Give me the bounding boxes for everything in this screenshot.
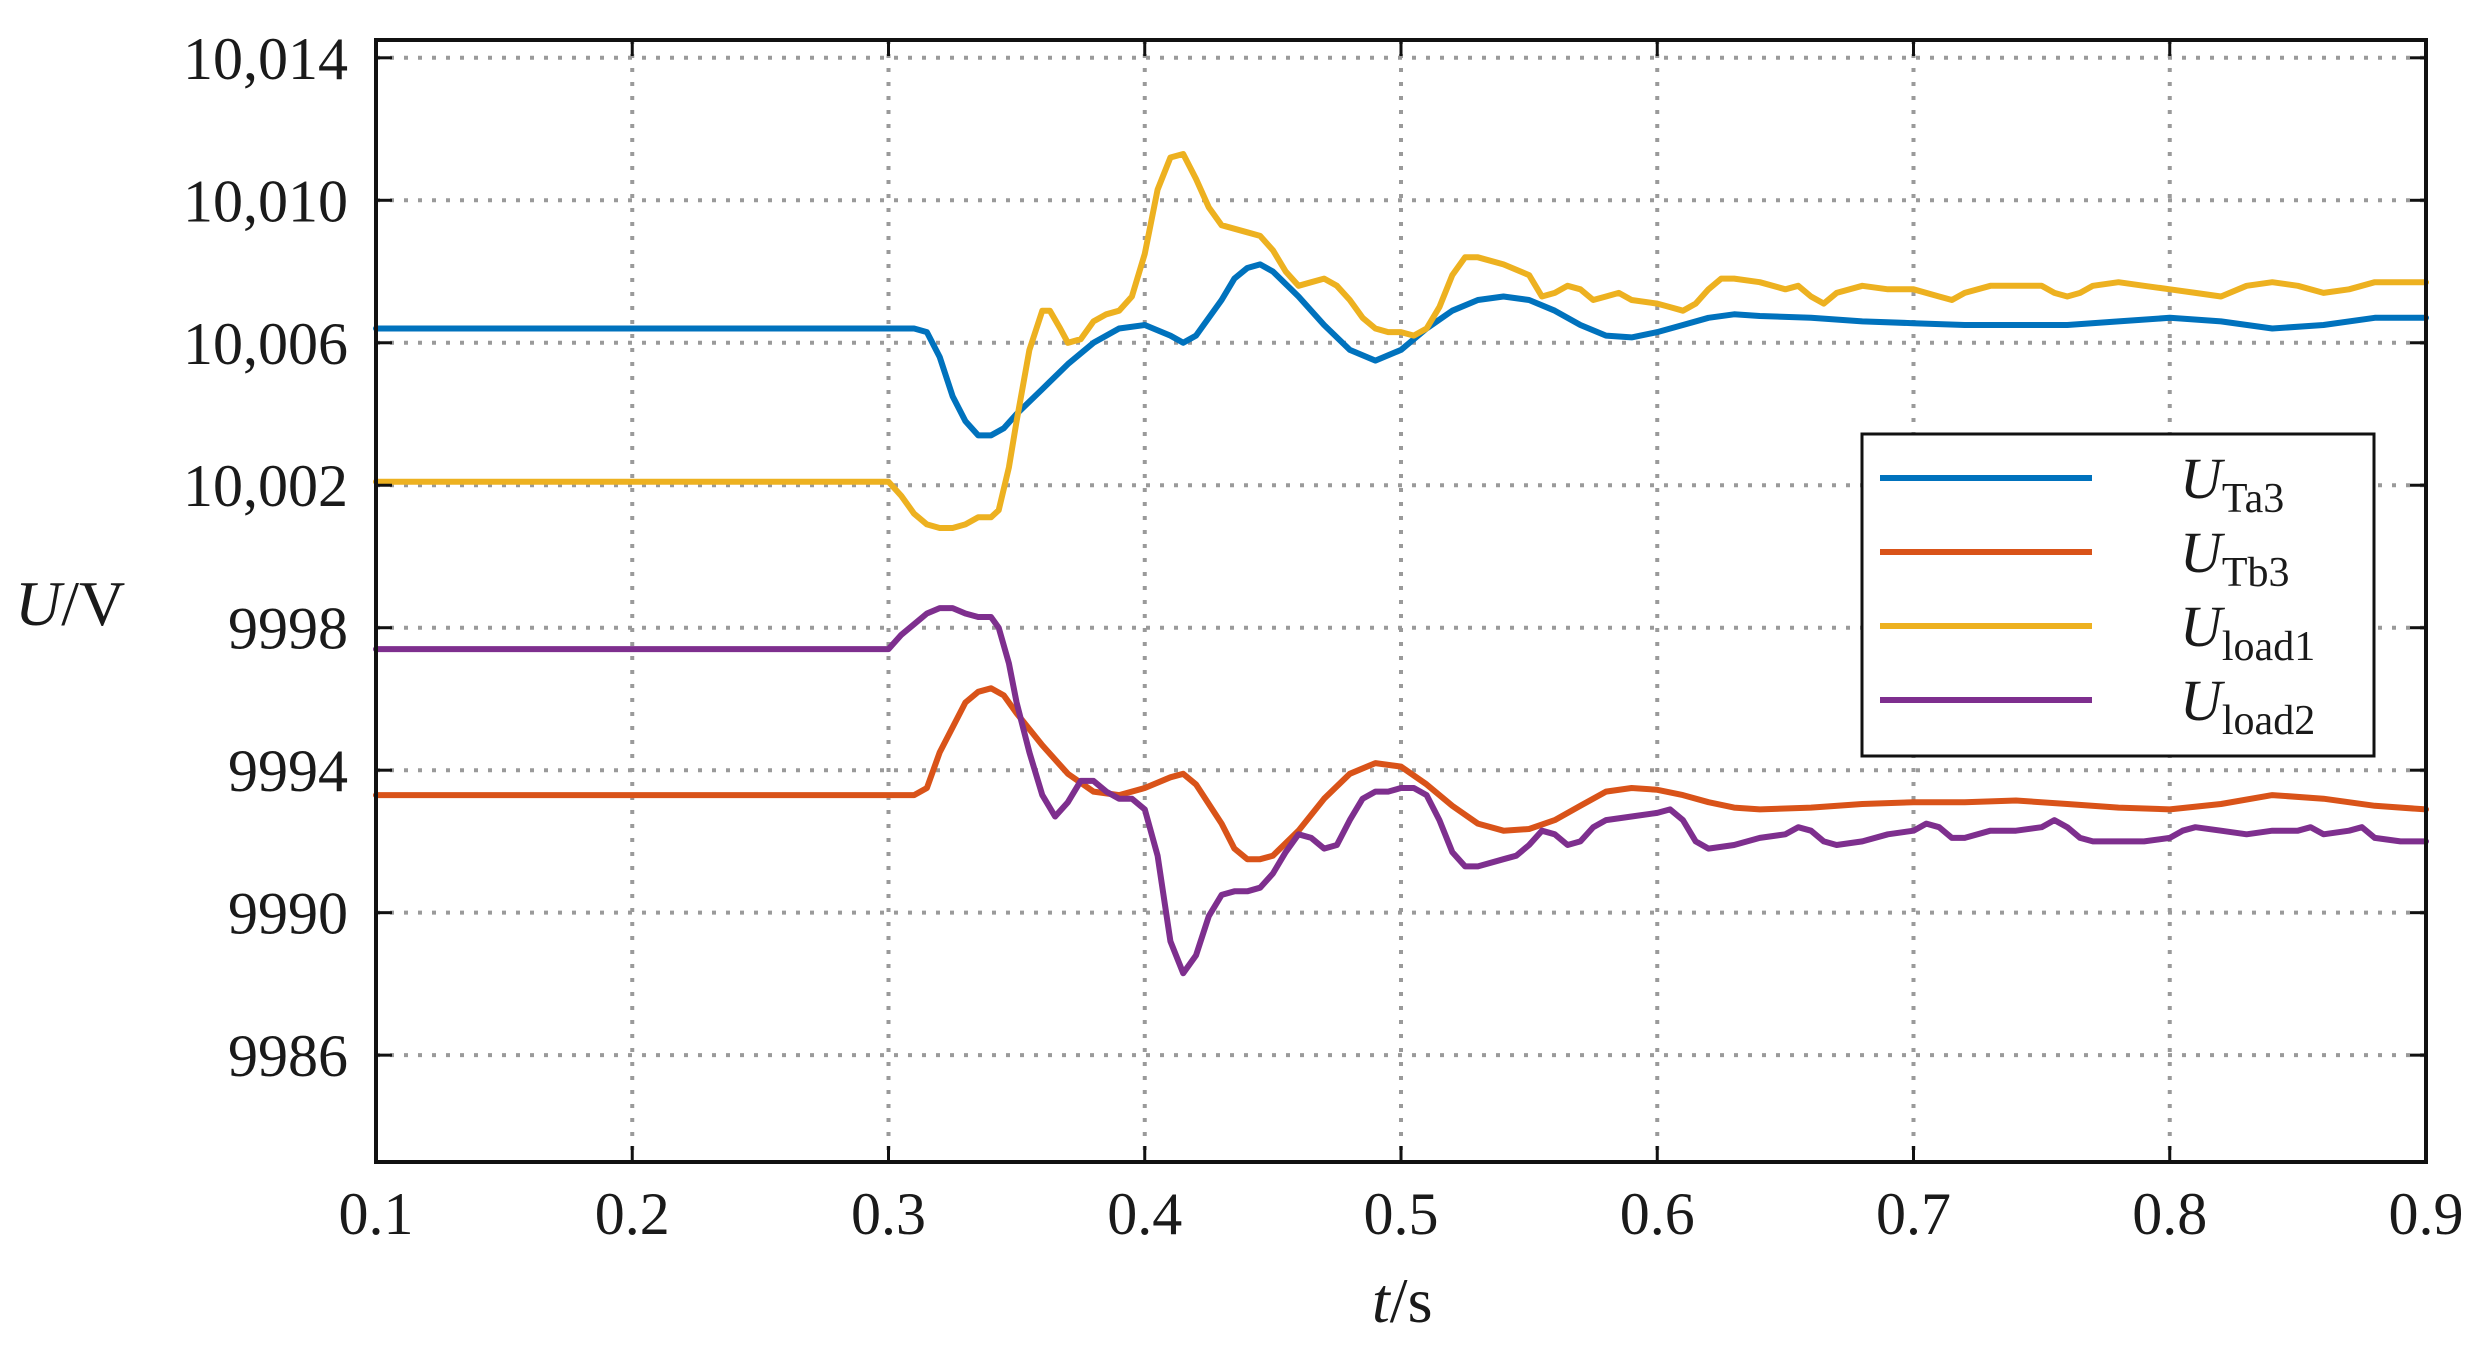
- x-axis-unit: /s: [1390, 1265, 1433, 1336]
- series-line-utb3: [373, 685, 2429, 863]
- x-tick-label: 0.5: [1364, 1181, 1439, 1247]
- series-lines: [373, 151, 2429, 977]
- legend: UTa3 UTb3 Uload1 Uload2: [1860, 432, 2376, 758]
- legend-label-uload2: Uload2: [2180, 668, 2315, 744]
- legend-label-utb3: UTb3: [2180, 520, 2290, 596]
- y-tick-label: 10,010: [183, 168, 348, 234]
- x-tick-label: 0.6: [1620, 1181, 1695, 1247]
- y-axis-unit: /V: [61, 568, 125, 639]
- legend-label-uta3: UTa3: [2180, 446, 2284, 522]
- x-tick-label: 0.8: [2132, 1181, 2207, 1247]
- y-tick-label: 10,002: [183, 453, 348, 519]
- x-tick-label: 0.2: [595, 1181, 670, 1247]
- y-tick-label: 10,014: [183, 26, 348, 92]
- tick-labels: 0.1 0.2 0.3 0.4 0.5 0.6 0.7 0.8 0.9 9986 9990 9994 9…: [183, 26, 2464, 1247]
- x-tick-label: 0.7: [1876, 1181, 1951, 1247]
- axis-ticks: [374, 40, 2428, 1162]
- series-line-uload2: [373, 605, 2429, 977]
- legend-label-uload1: Uload1: [2180, 594, 2315, 670]
- y-tick-label: 9994: [228, 738, 348, 804]
- y-tick-label: 10,006: [183, 311, 348, 377]
- x-tick-label: 0.3: [851, 1181, 926, 1247]
- series-line-uload1: [373, 151, 2429, 531]
- y-axis-var: U: [15, 568, 65, 639]
- x-tick-label: 0.4: [1107, 1181, 1182, 1247]
- x-tick-label: 0.1: [339, 1181, 414, 1247]
- y-axis-label: U/V: [15, 568, 125, 639]
- x-axis-var: t: [1372, 1265, 1392, 1336]
- x-tick-label: 0.9: [2389, 1181, 2464, 1247]
- y-tick-label: 9986: [228, 1023, 348, 1089]
- y-tick-label: 9990: [228, 881, 348, 947]
- y-tick-label: 9998: [228, 596, 348, 662]
- x-axis-label: t/s: [1372, 1265, 1432, 1336]
